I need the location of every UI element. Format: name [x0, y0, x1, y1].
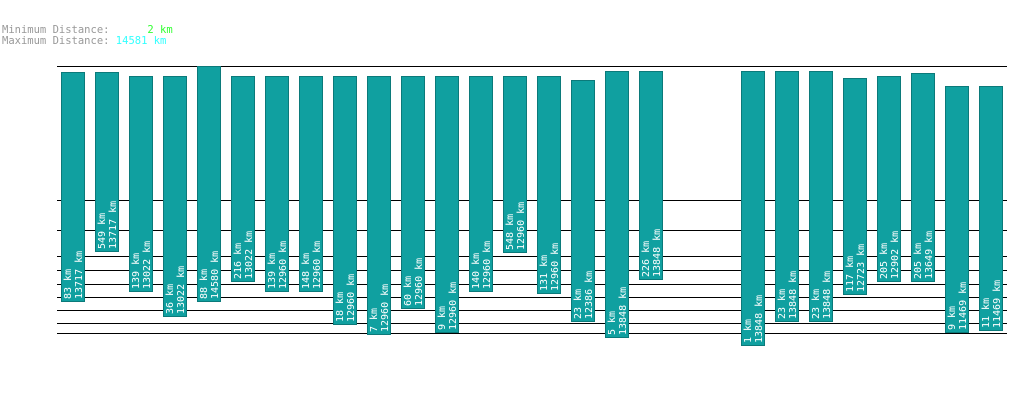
bar-label-distance: 131 km	[539, 255, 550, 291]
bar	[843, 78, 867, 295]
bar-label-total: 13022 km	[244, 231, 255, 279]
bar	[639, 71, 663, 280]
bar	[503, 76, 527, 253]
bar	[367, 76, 391, 335]
bar	[945, 86, 969, 333]
max-distance-label: Maximum Distance:	[2, 35, 110, 47]
bar-label-total: 12960 km	[278, 241, 289, 289]
bar-label-total: 13848 km	[788, 271, 799, 319]
min-distance-label: Minimum Distance:	[2, 24, 110, 36]
bar	[469, 76, 493, 292]
bar	[333, 76, 357, 325]
bar	[911, 73, 935, 282]
bar	[877, 76, 901, 282]
bar-label-distance: 148 km	[301, 253, 312, 289]
bar-label-total: 13717 km	[108, 201, 119, 249]
bar-label-distance: 548 km	[505, 214, 516, 250]
bar	[401, 76, 425, 309]
bar	[61, 72, 85, 302]
bar-label-distance: 88 km	[199, 269, 210, 299]
bar-label-distance: 9 km	[947, 306, 958, 330]
bar-label-total: 12386 km	[584, 271, 595, 319]
bar-label-total: 12960 km	[482, 241, 493, 289]
bar-label-distance: 216 km	[233, 243, 244, 279]
bar	[537, 76, 561, 294]
bar-label-total: 13022 km	[176, 266, 187, 314]
bar-label-total: 13717 km	[74, 251, 85, 299]
bar-label-total: 13022 km	[142, 241, 153, 289]
max-distance-value: 14581 km	[115, 35, 167, 47]
bar-label-distance: 549 km	[97, 213, 108, 249]
bar-label-distance: 36 km	[165, 284, 176, 314]
bar-label-distance: 83 km	[63, 269, 74, 299]
distance-legend: Minimum Distance: 2 km Maximum Distance: …	[2, 25, 173, 47]
bar-label-distance: 139 km	[267, 253, 278, 289]
bar-label-total: 11469 km	[992, 280, 1003, 328]
bar-label-distance: 1 km	[743, 319, 754, 343]
min-distance-value: 2 km	[147, 24, 173, 36]
bar-label-distance: 23 km	[811, 289, 822, 319]
bar-label-total: 13848 km	[652, 229, 663, 277]
bar-label-distance: 60 km	[403, 276, 414, 306]
bar	[435, 76, 459, 333]
bar-label-total: 12960 km	[346, 274, 357, 322]
bar-label-total: 12723 km	[856, 244, 867, 292]
bar-label-total: 11469 km	[958, 282, 969, 330]
bar	[605, 71, 629, 338]
bar-label-distance: 140 km	[471, 253, 482, 289]
bar-label-total: 14580 km	[210, 251, 221, 299]
bar-label-total: 12960 km	[448, 282, 459, 330]
bar-label-total: 13848 km	[754, 295, 765, 343]
bars-group	[61, 66, 1003, 346]
bar-label-total: 12960 km	[312, 241, 323, 289]
bar-label-distance: 205 km	[913, 243, 924, 279]
bar-label-distance: 23 km	[573, 289, 584, 319]
legend-row-min: Minimum Distance: 2 km	[2, 25, 173, 36]
bar-label-distance: 139 km	[131, 253, 142, 289]
bar	[163, 76, 187, 317]
bar-label-total: 12960 km	[414, 258, 425, 306]
bar	[129, 76, 153, 292]
bar	[265, 76, 289, 292]
bar	[231, 76, 255, 282]
bar-label-total: 12960 km	[550, 243, 561, 291]
bar	[95, 72, 119, 252]
bar-label-distance: 23 km	[777, 289, 788, 319]
bar	[979, 86, 1003, 331]
bar-label-distance: 117 km	[845, 256, 856, 292]
bar-label-distance: 11 km	[981, 298, 992, 328]
bar-label-total: 13848 km	[618, 287, 629, 335]
bar-label-total: 13848 km	[822, 271, 833, 319]
bar-label-total: 12902 km	[890, 231, 901, 279]
bar	[741, 71, 765, 346]
bar	[197, 66, 221, 302]
bar-label-distance: 226 km	[641, 241, 652, 277]
bar-label-distance: 7 km	[369, 308, 380, 332]
bar-label-distance: 18 km	[335, 292, 346, 322]
legend-row-max: Maximum Distance: 14581 km	[2, 36, 173, 47]
bar-label-distance: 9 km	[437, 306, 448, 330]
bar	[809, 71, 833, 322]
bar-label-distance: 205 km	[879, 243, 890, 279]
bar-label-total: 13649 km	[924, 231, 935, 279]
bar-label-total: 12960 km	[380, 284, 391, 332]
bar-label-total: 12960 km	[516, 202, 527, 250]
bar	[775, 71, 799, 322]
bar	[571, 80, 595, 322]
bar-label-distance: 5 km	[607, 311, 618, 335]
bar	[299, 76, 323, 292]
